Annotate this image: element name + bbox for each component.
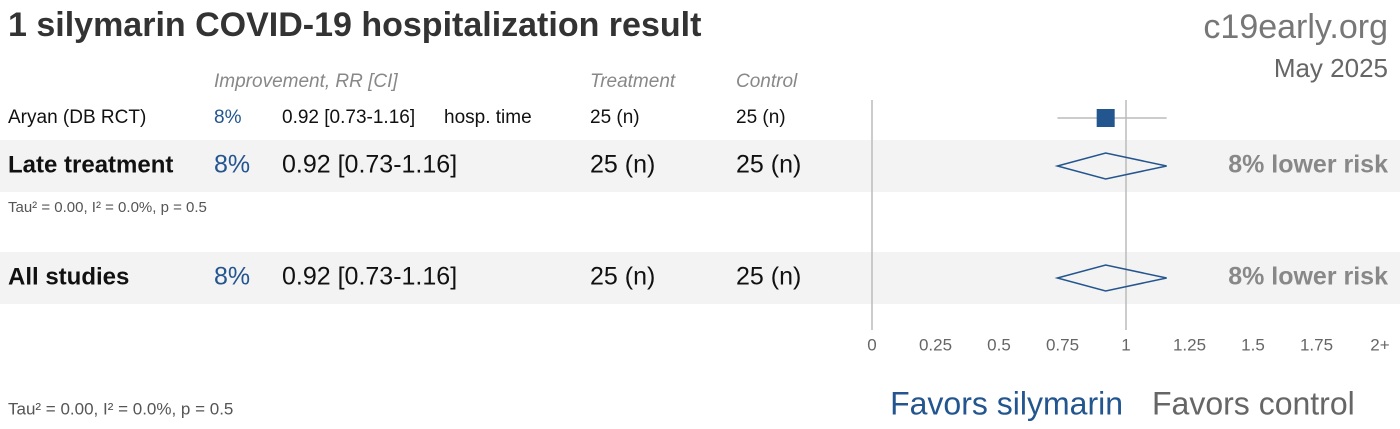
x-tick-label: 2+ [1370,335,1389,354]
chart-title: 1 silymarin COVID-19 hospitalization res… [8,6,701,44]
summary-label: 8% lower risk [1228,263,1388,291]
rr-label: 0.92 [0.73-1.16] [282,263,457,291]
treatment: 25 (n) [590,263,655,291]
column-header: Improvement, RR [CI] [214,71,398,92]
column-header: Control [736,71,798,92]
favors-control: Favors control [1152,385,1355,421]
rr-label: 0.92 [0.73-1.16] [282,151,457,179]
outcome: hosp. time [444,107,532,128]
x-tick-label: 1.75 [1300,335,1333,354]
date: May 2025 [1274,53,1388,83]
row-name: Late treatment [8,151,173,178]
improvement: 8% [214,263,250,291]
treatment: 25 (n) [590,151,655,179]
row-name: All studies [8,263,129,290]
treatment: 25 (n) [590,107,640,128]
x-tick-label: 1.5 [1241,335,1265,354]
x-tick-label: 0.25 [919,335,952,354]
summary-label: 8% lower risk [1228,151,1388,179]
row-stats: Tau² = 0.00, I² = 0.0%, p = 0.5 [8,199,207,216]
summary-diamond [1054,264,1167,292]
row-band [0,252,1400,304]
x-tick-label: 0 [867,335,876,354]
x-tick-label: 1 [1121,335,1130,354]
control: 25 (n) [736,263,801,291]
improvement: 8% [214,151,250,179]
x-tick-label: 1.25 [1173,335,1206,354]
improvement: 8% [214,107,242,128]
point-estimate [1096,109,1115,127]
control: 25 (n) [736,151,801,179]
row-band [0,140,1400,192]
x-tick-label: 0.75 [1046,335,1079,354]
column-header: Treatment [590,71,676,92]
favors-treatment: Favors silymarin [890,385,1123,421]
footnote: Tau² = 0.00, I² = 0.0%, p = 0.5 [8,399,233,418]
row-name: Aryan (DB RCT) [8,107,146,128]
summary-diamond [1054,152,1167,180]
brand: c19early.org [1203,8,1388,46]
x-tick-label: 0.5 [987,335,1011,354]
rr-label: 0.92 [0.73-1.16] [282,107,415,128]
control: 25 (n) [736,107,786,128]
